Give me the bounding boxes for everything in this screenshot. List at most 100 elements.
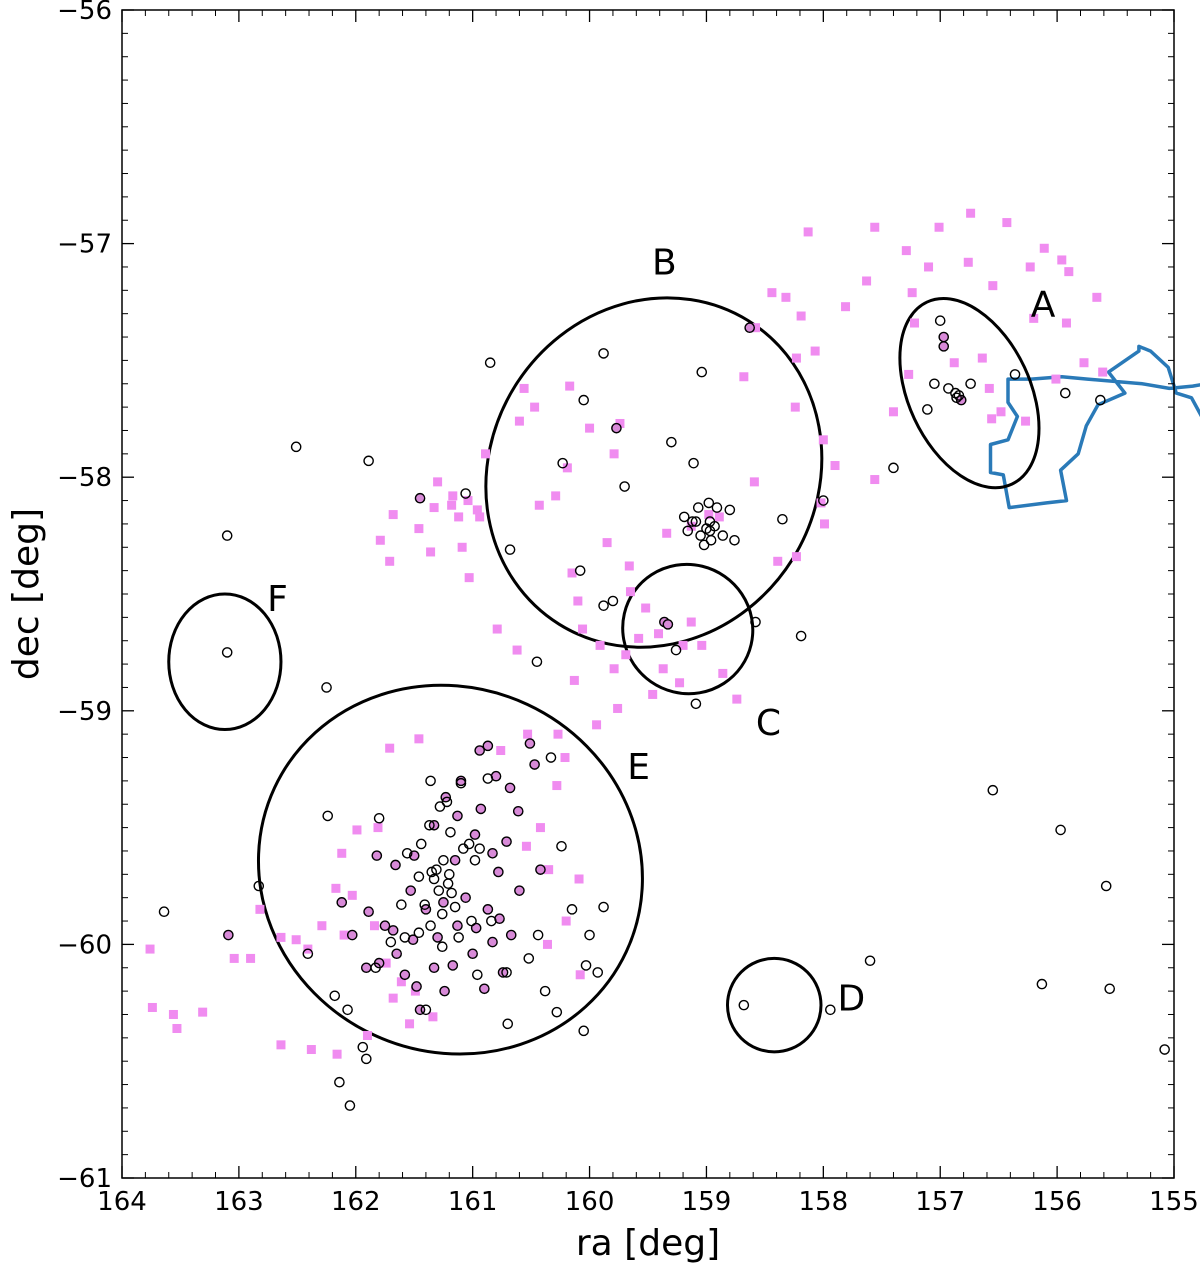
- square-point: [521, 841, 531, 851]
- square-point: [396, 977, 406, 987]
- x-tick-label: 160: [565, 1187, 615, 1217]
- square-point: [373, 823, 383, 833]
- square-point: [574, 874, 584, 884]
- open-circle-point: [578, 394, 590, 406]
- square-point: [621, 650, 631, 660]
- square-point: [375, 535, 385, 545]
- square-point: [492, 624, 502, 634]
- open-circle-point: [825, 1004, 836, 1016]
- square-point: [830, 461, 840, 471]
- open-circle-point: [929, 378, 940, 390]
- square-point: [641, 603, 651, 613]
- square-point: [901, 246, 911, 256]
- open-circle-point: [1055, 824, 1066, 836]
- square-point: [565, 381, 575, 391]
- filled-circle-point: [487, 847, 498, 859]
- square-point: [481, 449, 491, 459]
- square-point: [551, 491, 561, 501]
- y-tick-label: −60: [57, 930, 112, 960]
- filled-circle-point: [449, 855, 461, 866]
- x-tick-label: 159: [682, 1187, 732, 1217]
- open-circle-point: [711, 502, 723, 513]
- filled-circle-point: [505, 929, 517, 941]
- square-point: [534, 500, 544, 510]
- square-point: [519, 383, 529, 393]
- square-point: [429, 503, 439, 513]
- y-tick-label: −61: [57, 1164, 112, 1194]
- open-circle-point: [449, 901, 461, 913]
- axis-tick-labels: 164 163 162 161 160 159 158 157 156 155 −61 −60 −59 −…: [57, 0, 1199, 1217]
- square-point: [172, 1023, 182, 1033]
- filled-circle-point: [487, 936, 498, 948]
- open-circle-point: [1100, 880, 1112, 892]
- square-point: [347, 890, 357, 900]
- region-label-a: A: [1031, 285, 1056, 326]
- square-point: [602, 538, 612, 548]
- square-point: [615, 418, 625, 428]
- filled-circle-point: [391, 948, 402, 960]
- filled-circle-point: [363, 906, 374, 917]
- square-point: [624, 561, 634, 571]
- square-point: [796, 311, 806, 321]
- region-label-e: E: [627, 747, 650, 788]
- open-circle-point: [777, 513, 788, 525]
- open-circle-point: [399, 932, 411, 943]
- x-tick-label: 156: [1032, 1187, 1082, 1217]
- square-point: [773, 556, 783, 566]
- open-circle-point: [695, 530, 706, 541]
- open-circle-point: [415, 838, 427, 850]
- open-circle-point: [158, 906, 170, 917]
- square-point: [870, 222, 880, 232]
- square-point: [751, 323, 761, 333]
- open-circle-point: [607, 595, 619, 607]
- square-point: [704, 510, 714, 520]
- region-ellipses: [167, 296, 1041, 1056]
- open-circle-point: [329, 990, 341, 1002]
- open-circle-point: [502, 1018, 514, 1030]
- square-point: [888, 407, 898, 417]
- open-circle-point: [696, 366, 708, 378]
- open-circle-point: [795, 630, 807, 642]
- square-point: [1079, 358, 1089, 368]
- open-circle-point: [501, 967, 512, 978]
- open-circle-point: [551, 1006, 563, 1018]
- square-point: [561, 916, 571, 926]
- open-circle-point: [678, 511, 690, 523]
- square-point: [544, 865, 554, 875]
- square-point: [907, 288, 917, 298]
- square-point: [987, 414, 997, 424]
- filled-circle-point: [474, 745, 485, 756]
- open-circle-point: [472, 969, 483, 981]
- filled-circle-point: [611, 422, 622, 434]
- open-circle-point: [738, 999, 750, 1011]
- open-circle-point: [385, 936, 397, 948]
- square-point: [448, 491, 458, 501]
- y-tick-label: −57: [57, 230, 112, 260]
- square-point: [963, 257, 973, 267]
- open-circle-point: [965, 378, 976, 390]
- open-circle-point: [556, 840, 567, 852]
- filled-circle-point: [432, 932, 443, 943]
- filled-circle-point: [390, 859, 401, 871]
- x-tick-label: 157: [915, 1187, 965, 1217]
- square-point: [145, 944, 155, 954]
- square-point: [1057, 255, 1067, 265]
- square-point: [595, 640, 605, 650]
- open-circle-point: [670, 644, 682, 656]
- square-point: [1092, 292, 1102, 302]
- y-tick-label: −58: [57, 463, 112, 493]
- filled-circle-point: [504, 782, 516, 794]
- square-point: [739, 372, 749, 382]
- square-point: [276, 932, 286, 942]
- square-point: [552, 781, 562, 791]
- open-circle-point: [445, 826, 456, 838]
- square-point: [464, 573, 474, 583]
- square-point: [803, 227, 813, 237]
- square-point: [675, 678, 685, 688]
- square-point: [405, 1019, 415, 1029]
- open-circle-point: [888, 462, 899, 474]
- filled-circle-point: [346, 929, 358, 941]
- open-circle-point: [401, 847, 413, 859]
- x-tick-label: 161: [448, 1187, 498, 1217]
- square-point: [414, 734, 424, 744]
